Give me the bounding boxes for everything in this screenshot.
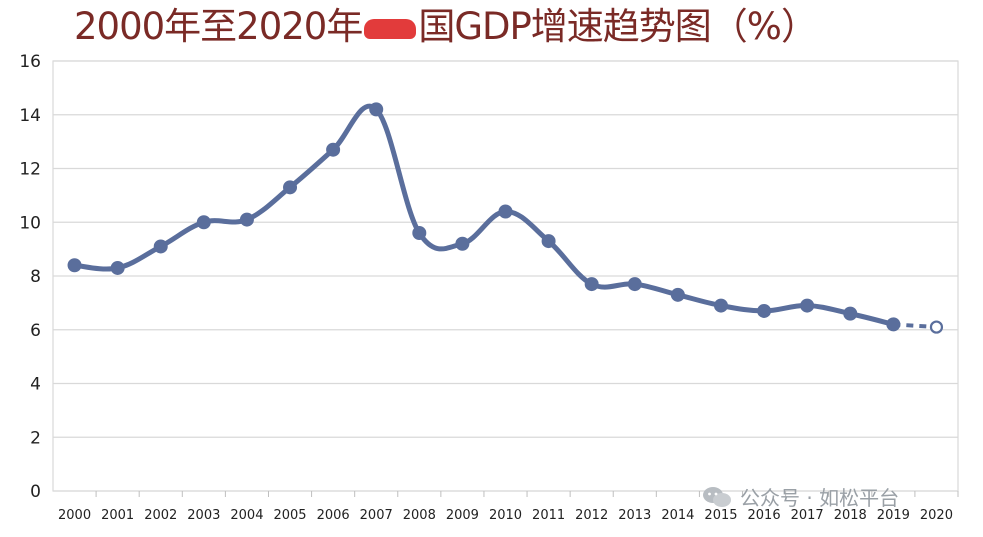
data-point	[67, 258, 82, 273]
x-tick-label: 2004	[230, 508, 263, 523]
x-tick-label: 2000	[58, 508, 91, 523]
data-point	[886, 317, 901, 332]
x-tick-label: 2013	[618, 508, 651, 523]
data-point	[239, 212, 254, 227]
data-point	[757, 303, 772, 318]
data-point	[670, 287, 685, 302]
data-point	[326, 142, 341, 157]
data-point	[929, 320, 944, 334]
x-tick-label: 2018	[834, 508, 867, 523]
chart-title-start: 2000年至2020年	[74, 5, 363, 48]
x-tick-label: 2005	[273, 508, 306, 523]
x-tick-label: 2011	[532, 508, 565, 523]
y-tick-label: 4	[30, 375, 41, 395]
series-line	[72, 103, 896, 327]
data-point	[369, 102, 384, 117]
x-tick-label: 2017	[791, 508, 824, 523]
grid	[52, 60, 959, 492]
watermark-text: 公众号 · 如松平台	[740, 486, 900, 510]
data-point	[196, 215, 211, 230]
data-point	[283, 180, 298, 195]
y-tick-label: 16	[19, 52, 41, 72]
y-tick-label: 2	[30, 428, 41, 448]
data-point	[584, 277, 599, 292]
x-tick-label: 2003	[187, 508, 220, 523]
chart-title-end: 国GDP增速趋势图（%）	[418, 5, 818, 48]
x-tick-label: 2014	[661, 508, 694, 523]
data-point	[455, 236, 470, 251]
redaction-mark	[364, 18, 417, 39]
y-tick-label: 14	[19, 106, 41, 126]
y-tick-label: 6	[30, 321, 41, 341]
x-tick-label: 2002	[144, 508, 177, 523]
x-tick-label: 2010	[489, 508, 522, 523]
data-point	[627, 277, 642, 292]
x-tick-label: 2015	[704, 508, 737, 523]
watermark: 公众号 · 如松平台	[702, 482, 899, 511]
wechat-icon	[702, 486, 732, 508]
data-point	[541, 234, 556, 249]
x-tick-label: 2019	[877, 508, 910, 523]
x-tick-label: 2006	[317, 508, 350, 523]
x-tick-label: 2008	[403, 508, 436, 523]
x-tick-label: 2009	[446, 508, 479, 523]
data-point	[498, 204, 513, 219]
x-tick-label: 2020	[920, 508, 953, 523]
data-point	[800, 298, 815, 313]
y-tick-label: 10	[19, 213, 41, 233]
x-tick-label: 2001	[101, 508, 134, 523]
y-axis-ticks: 0 2 4 6 8 10 12 14 16	[19, 52, 41, 502]
y-tick-label: 0	[30, 482, 41, 502]
chart-title: 2000年至2020年 国GDP增速趋势图（%）	[74, 3, 818, 51]
x-tick-label: 2012	[575, 508, 608, 523]
y-tick-label: 12	[19, 160, 41, 180]
data-point	[110, 260, 125, 275]
x-tick-label: 2007	[360, 508, 393, 523]
data-point	[153, 239, 168, 254]
x-tick-label: 2016	[748, 508, 781, 523]
data-point	[843, 306, 858, 321]
data-point	[412, 226, 427, 240]
series-group	[67, 102, 944, 334]
x-axis-ticks: 2000 2001 2002 2003 2004 2005 2006 2007 2008 2009…	[58, 491, 959, 523]
data-point	[713, 298, 728, 313]
y-tick-label: 8	[30, 267, 41, 287]
